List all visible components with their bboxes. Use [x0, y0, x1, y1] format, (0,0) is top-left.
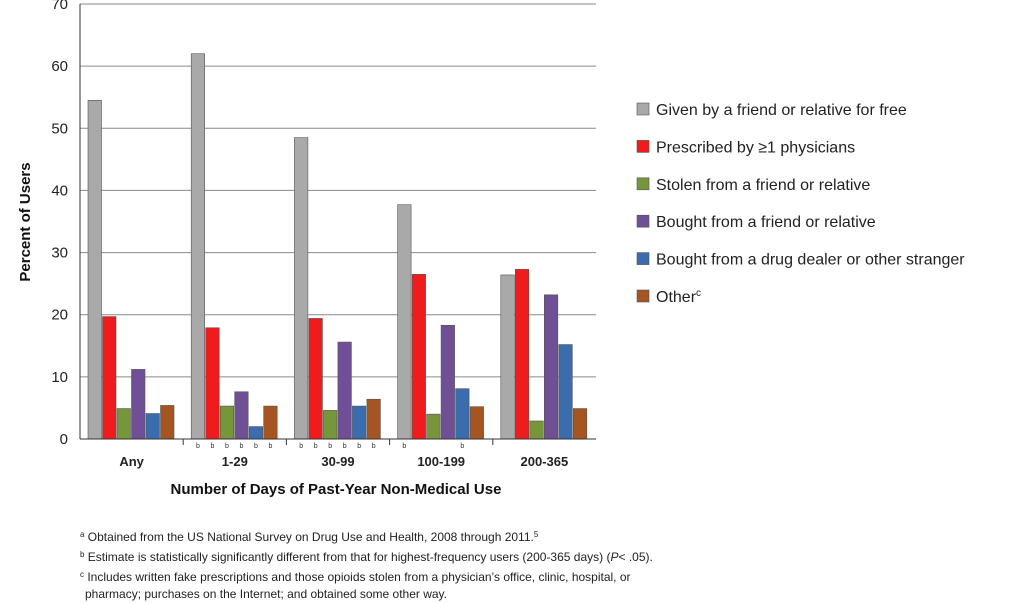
bar	[558, 344, 573, 440]
significance-mark: b	[254, 443, 258, 450]
legend-label: Otherc	[656, 288, 701, 306]
legend-label: Bought from a friend or relative	[656, 214, 876, 231]
bar	[543, 294, 559, 440]
y-tick-label: 50	[51, 120, 68, 137]
bar	[411, 274, 426, 440]
legend-label: Prescribed by ≥1 physicians	[656, 139, 855, 156]
bar	[234, 391, 249, 440]
bars	[87, 53, 588, 440]
bar	[190, 53, 205, 440]
x-axis-title: Number of Days of Past-Year Non-Medical …	[171, 481, 502, 498]
x-category-label: Any	[119, 454, 144, 469]
footnote-italic: P	[610, 550, 619, 564]
bar	[205, 327, 220, 440]
x-category-label: 100-199	[417, 454, 465, 469]
bar	[455, 388, 470, 440]
bar	[248, 426, 263, 440]
bar	[426, 413, 441, 440]
significance-mark: b	[343, 443, 347, 450]
gridlines	[80, 3, 596, 378]
legend-superscript: c	[696, 288, 701, 299]
y-tick-label: 0	[60, 431, 68, 448]
legend-swatch	[636, 252, 650, 265]
x-category-label: 30-99	[321, 454, 354, 469]
y-tick-label: 70	[51, 0, 68, 13]
y-tick-label: 60	[51, 58, 68, 75]
footnote-mark: b	[80, 550, 85, 559]
bar	[366, 398, 381, 440]
legend-swatch	[636, 289, 650, 303]
bar	[572, 408, 588, 440]
footnote-tail: < .05).	[618, 550, 653, 564]
significance-mark: b	[402, 443, 406, 450]
bar	[529, 420, 544, 440]
footnotes: a Obtained from the US National Survey o…	[80, 526, 980, 603]
bar	[263, 405, 278, 440]
significance-mark: b	[225, 443, 229, 450]
x-category-label: 1-29	[222, 454, 248, 469]
legend-swatch	[636, 177, 650, 191]
y-tick-label: 20	[51, 307, 68, 324]
y-tick-label: 10	[51, 369, 68, 386]
y-tick-label: 40	[51, 182, 68, 199]
axes: 0 10 20 30 40 50 60 70 Any 1-29 30-99 100-199 200-36…	[51, 0, 596, 469]
bar	[131, 369, 146, 440]
legend-swatch	[636, 214, 650, 228]
bar	[102, 316, 117, 440]
bar	[397, 204, 412, 440]
legend-label: Given by a friend or relative for free	[656, 102, 907, 119]
legend-swatch	[636, 102, 650, 116]
y-axis-title: Percent of Users	[17, 162, 34, 281]
bar	[337, 341, 352, 440]
bar	[440, 324, 455, 440]
bar	[352, 405, 367, 440]
significance-mark: b	[372, 443, 376, 450]
x-category-label: 200-365	[521, 454, 569, 469]
bar-chart: 0 10 20 30 40 50 60 70 Any 1-29 30-99 100-199 200-36…	[17, 0, 965, 498]
footnote-text: pharmacy; purchases on the Internet; and…	[85, 587, 447, 601]
bar	[145, 413, 160, 440]
significance-mark: b	[460, 443, 464, 450]
bar	[469, 406, 484, 440]
legend-label: Bought from a drug dealer or other stran…	[656, 252, 965, 269]
bar	[308, 318, 323, 440]
legend-swatch	[636, 140, 650, 153]
bar	[219, 405, 234, 440]
footnote-mark: c	[80, 570, 84, 579]
bar	[500, 274, 515, 440]
footnote-ref: 5	[533, 530, 539, 539]
bar	[87, 100, 102, 440]
legend: Given by a friend or relative for free Pr…	[636, 102, 965, 306]
significance-mark: b	[196, 443, 200, 450]
significance-mark: b	[268, 443, 272, 450]
legend-label: Stolen from a friend or relative	[656, 177, 870, 194]
bar	[160, 405, 175, 440]
y-tick-label: 30	[51, 245, 68, 262]
footnote-b: b Estimate is statistically significantl…	[80, 546, 980, 566]
bar	[294, 137, 309, 440]
footnote-text: Estimate is statistically significantly …	[87, 550, 611, 564]
footnote-text: Obtained from the US National Survey on …	[87, 530, 534, 544]
significance-mark: b	[299, 443, 303, 450]
footnote-c-continued: pharmacy; purchases on the Internet; and…	[80, 586, 980, 603]
significance-mark: b	[328, 443, 332, 450]
bar	[323, 410, 338, 440]
footnote-mark: a	[80, 530, 85, 539]
significance-mark: b	[210, 443, 214, 450]
significance-mark: b	[357, 443, 361, 450]
footnote-text: Includes written fake prescriptions and …	[87, 570, 631, 584]
footnote-c: c Includes written fake prescriptions an…	[80, 566, 980, 586]
significance-mark: b	[239, 443, 243, 450]
bar	[116, 408, 131, 440]
bar	[514, 269, 530, 440]
footnote-a: a Obtained from the US National Survey o…	[80, 526, 980, 546]
significance-mark: b	[314, 443, 318, 450]
